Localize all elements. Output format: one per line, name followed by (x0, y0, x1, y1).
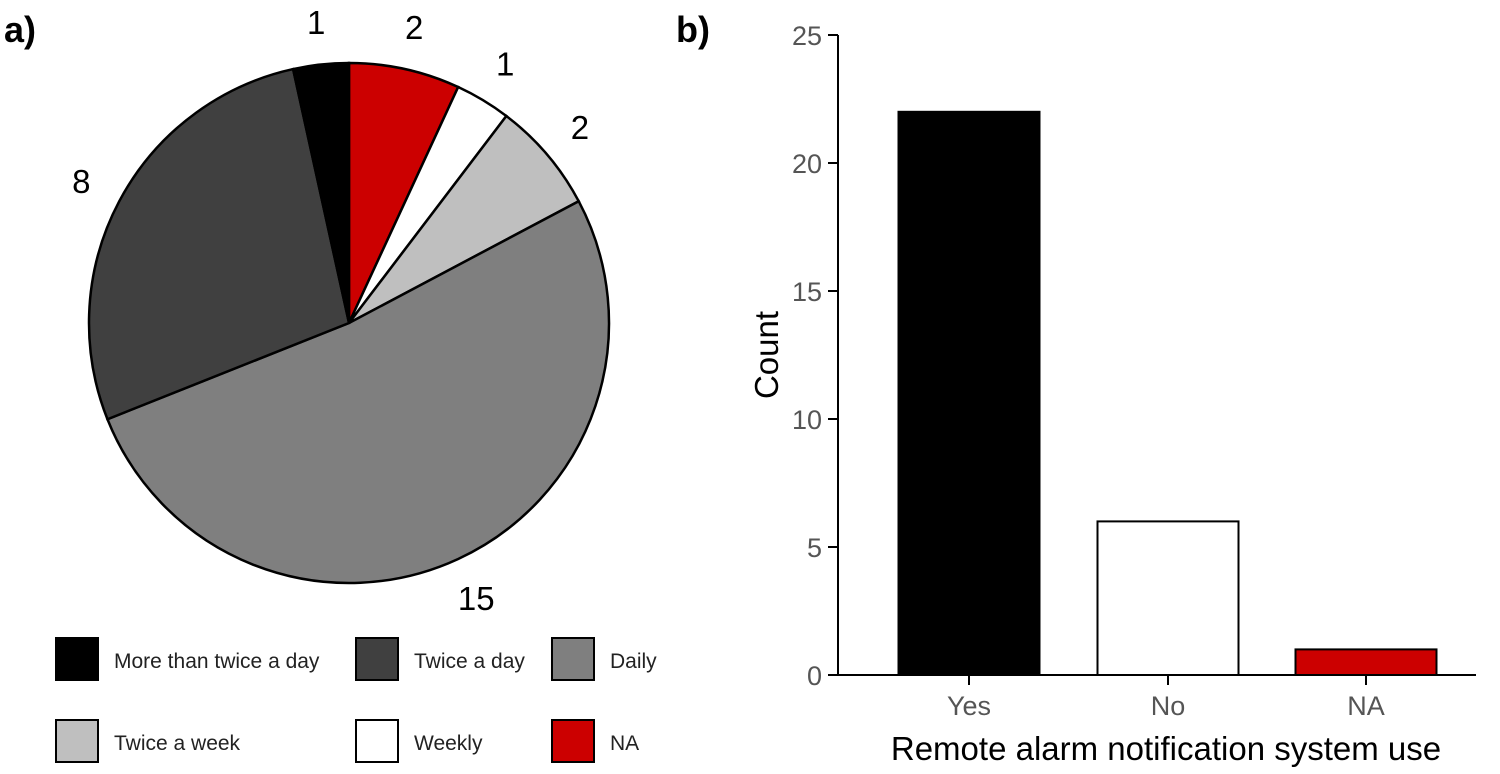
legend-swatch (551, 719, 595, 763)
panel-label-a: a) (4, 9, 36, 50)
pie-slice-twice-a-week (348, 114, 581, 325)
x-axis-title: Remote alarm notification system use (891, 730, 1441, 767)
y-tick-label: 10 (792, 405, 822, 435)
legend-swatch (55, 719, 99, 763)
x-tick-label: No (1151, 691, 1186, 721)
pie-slice-na (347, 61, 460, 324)
x-tick-label: NA (1347, 691, 1385, 721)
legend-label: Twice a day (414, 650, 525, 673)
x-tick-label: Yes (947, 691, 991, 721)
pie-slice-more-than-twice-a-day (291, 61, 351, 324)
pie-value-label: 1 (307, 4, 325, 41)
pie-value-label: 8 (72, 163, 90, 200)
panel-label-b: b) (676, 9, 710, 50)
legend-label: Daily (610, 650, 657, 673)
pie-slice-twice-a-day (87, 67, 351, 421)
bar-na (1294, 648, 1438, 677)
pie-legend: More than twice a day Twice a day Daily Twi… (55, 637, 657, 763)
y-tick-label: 0 (807, 661, 822, 691)
legend-label: NA (610, 732, 639, 755)
bar-no (1096, 520, 1240, 677)
legend-swatch (355, 637, 399, 681)
legend-label: Twice a week (114, 732, 241, 755)
pie-value-label: 1 (496, 45, 514, 82)
legend-swatch (355, 719, 399, 763)
legend-label: More than twice a day (114, 650, 320, 673)
y-tick-label: 15 (792, 277, 822, 307)
pie-value-label: 2 (405, 9, 423, 46)
pie-chart: 2 1 2 15 8 1 (72, 4, 611, 617)
bar-yes (897, 110, 1041, 677)
pie-value-label: 15 (458, 580, 495, 617)
legend-swatch (55, 637, 99, 681)
pie-value-label: 2 (571, 109, 589, 146)
y-tick-label: 5 (807, 533, 822, 563)
y-axis-title: Count (748, 311, 785, 399)
bar-chart: 0 5 10 15 20 25 Yes No NA (792, 21, 1476, 721)
y-tick-label: 25 (792, 21, 822, 51)
legend-swatch (551, 637, 595, 681)
legend-label: Weekly (414, 732, 483, 755)
y-tick-label: 20 (792, 149, 822, 179)
pie-slice-daily (105, 199, 611, 585)
